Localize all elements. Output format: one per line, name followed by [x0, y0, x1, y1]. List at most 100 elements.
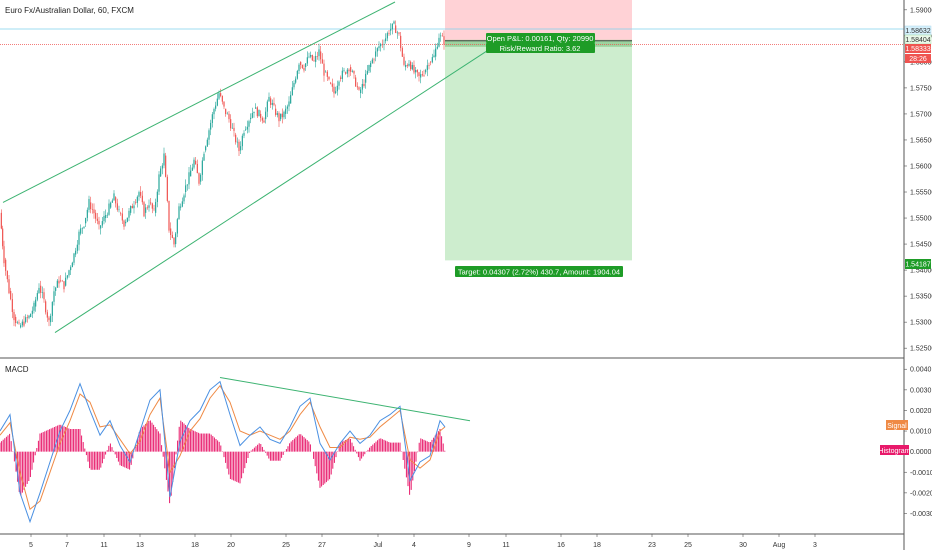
macd-tick-label: -0.0030	[910, 511, 932, 518]
price-tick-label: 1.56500	[910, 137, 932, 144]
candle-body	[258, 109, 260, 117]
candle-body	[393, 21, 395, 24]
channel-upper-line	[2, 1, 396, 203]
candle-body	[85, 217, 87, 224]
candle-body	[36, 293, 38, 300]
candle-body	[318, 49, 320, 57]
candle-body	[46, 312, 48, 318]
time-tick-label: 7	[65, 542, 69, 549]
price-tick-label: 1.54500	[910, 242, 932, 249]
time-tick-label: 13	[136, 542, 144, 549]
candle-body	[170, 228, 172, 235]
channel-lines[interactable]	[2, 1, 496, 333]
signal-tag-text: Signal	[887, 423, 907, 430]
candle-body	[188, 172, 190, 185]
candle-body	[86, 209, 88, 218]
candle-body	[426, 65, 428, 71]
candle-body	[211, 114, 213, 123]
ratio-label: Risk/Reward Ratio: 3.62	[500, 44, 581, 53]
candle-body	[223, 101, 225, 107]
candle-body	[53, 291, 55, 302]
candle-body	[348, 69, 350, 72]
candle-body	[270, 98, 272, 105]
candle-body	[156, 191, 158, 203]
candle-body	[398, 32, 400, 34]
candle-body	[51, 301, 53, 316]
candle-body	[356, 86, 358, 88]
candle-body	[111, 200, 113, 203]
candle-body	[278, 113, 280, 122]
candle-body	[363, 83, 365, 87]
candle-body	[218, 93, 220, 99]
candle-body	[386, 33, 388, 39]
candle-body	[88, 199, 90, 210]
candle-body	[38, 287, 40, 294]
candle-body	[186, 184, 188, 186]
candle-body	[355, 77, 357, 87]
target-line-tag-text: 1.58632	[905, 28, 930, 35]
candle-body	[130, 206, 132, 213]
candle-body	[336, 85, 338, 92]
candle-body	[140, 192, 142, 196]
target-box	[455, 266, 623, 277]
candle-body	[90, 202, 92, 210]
candle-body	[380, 43, 382, 47]
candle-body	[71, 262, 73, 268]
price-lines	[0, 28, 904, 45]
candle-body	[95, 212, 97, 219]
candle-body	[128, 210, 130, 218]
candle-body	[241, 135, 243, 147]
candle-body	[176, 219, 178, 234]
candle-body	[185, 185, 187, 193]
candle-body	[383, 44, 385, 45]
candle-body	[345, 72, 347, 74]
candle-body	[300, 61, 302, 65]
candle-body	[436, 46, 438, 49]
candle-body	[416, 69, 418, 73]
candle-body	[0, 212, 2, 229]
candle-body	[110, 202, 112, 208]
price-candles	[0, 20, 445, 329]
candle-body	[158, 174, 160, 192]
countdown-tag-text: 28:26	[909, 56, 927, 63]
price-tick-label: 1.57000	[910, 111, 932, 118]
candle-body	[411, 64, 413, 70]
candle-body	[311, 54, 313, 61]
price-tags: 1.58632 1.58404 1.58333 28:26 1.54187 Si…	[879, 25, 932, 455]
candle-body	[266, 101, 268, 112]
candle-body	[35, 299, 37, 307]
candle-body	[15, 316, 17, 324]
candle-body	[243, 132, 245, 136]
candle-body	[305, 63, 307, 68]
price-tick-label: 1.59000	[910, 7, 932, 14]
candle-body	[75, 250, 77, 255]
candle-body	[50, 315, 52, 323]
candle-body	[388, 33, 390, 34]
candle-body	[16, 322, 18, 324]
candle-body	[83, 226, 85, 228]
macd-tick-label: 0.0020	[910, 408, 932, 415]
candle-body	[200, 174, 202, 182]
candle-body	[143, 202, 145, 217]
price-tick-label: 1.53500	[910, 294, 932, 301]
candle-body	[141, 195, 143, 203]
candle-body	[295, 78, 297, 83]
candle-body	[198, 173, 200, 184]
candle-body	[11, 299, 13, 313]
candle-body	[430, 61, 432, 63]
candle-body	[438, 37, 440, 47]
price-tick-label: 1.55000	[910, 216, 932, 223]
position-labels[interactable]: Open P&L: 0.00161, Qty: 20990 Risk/Rewar…	[455, 33, 623, 277]
candle-body	[360, 89, 362, 94]
price-tick-label: 1.56000	[910, 163, 932, 170]
candle-body	[96, 218, 98, 221]
candle-body	[301, 64, 303, 69]
current-price-tag	[905, 44, 931, 53]
candle-body	[3, 246, 5, 264]
candle-body	[118, 209, 120, 211]
candle-body	[60, 280, 62, 282]
candle-body	[293, 82, 295, 88]
